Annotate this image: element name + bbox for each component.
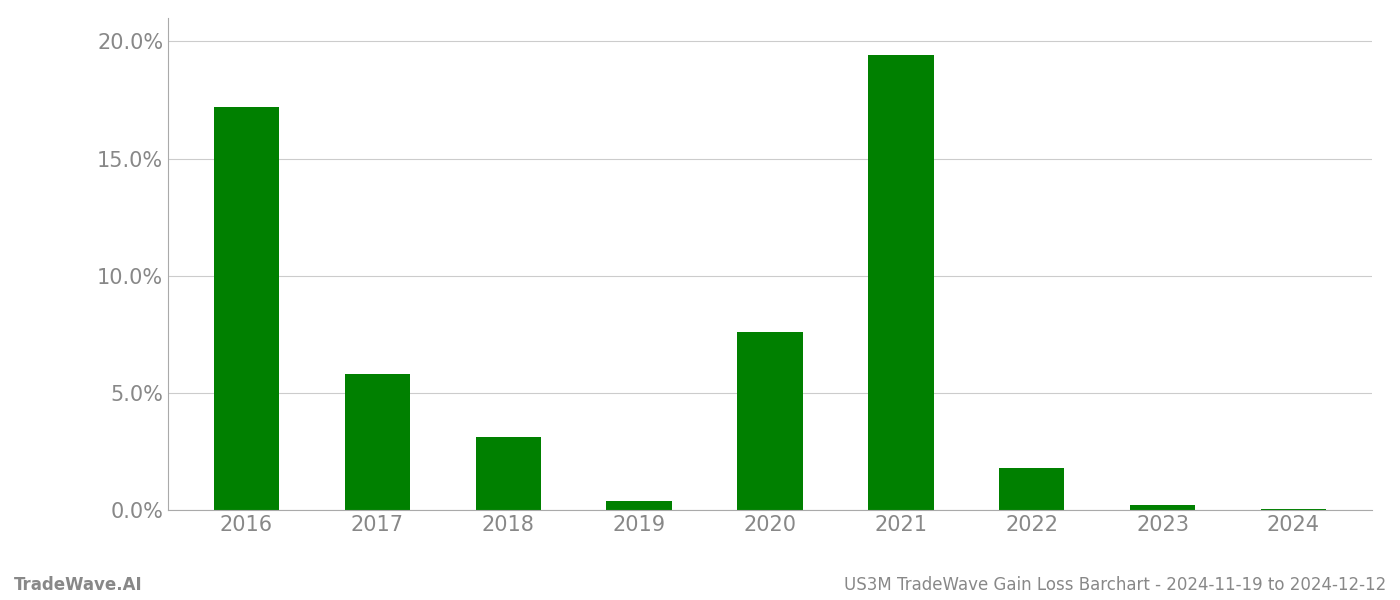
Bar [868, 55, 934, 510]
Bar [606, 500, 672, 510]
Bar [344, 374, 410, 510]
Text: US3M TradeWave Gain Loss Barchart - 2024-11-19 to 2024-12-12: US3M TradeWave Gain Loss Barchart - 2024… [844, 576, 1386, 594]
Text: TradeWave.AI: TradeWave.AI [14, 576, 143, 594]
Bar [476, 437, 540, 510]
Bar [1261, 509, 1326, 510]
Bar [738, 332, 802, 510]
Bar [214, 107, 279, 510]
Bar [1130, 505, 1196, 510]
Bar [1000, 468, 1064, 510]
